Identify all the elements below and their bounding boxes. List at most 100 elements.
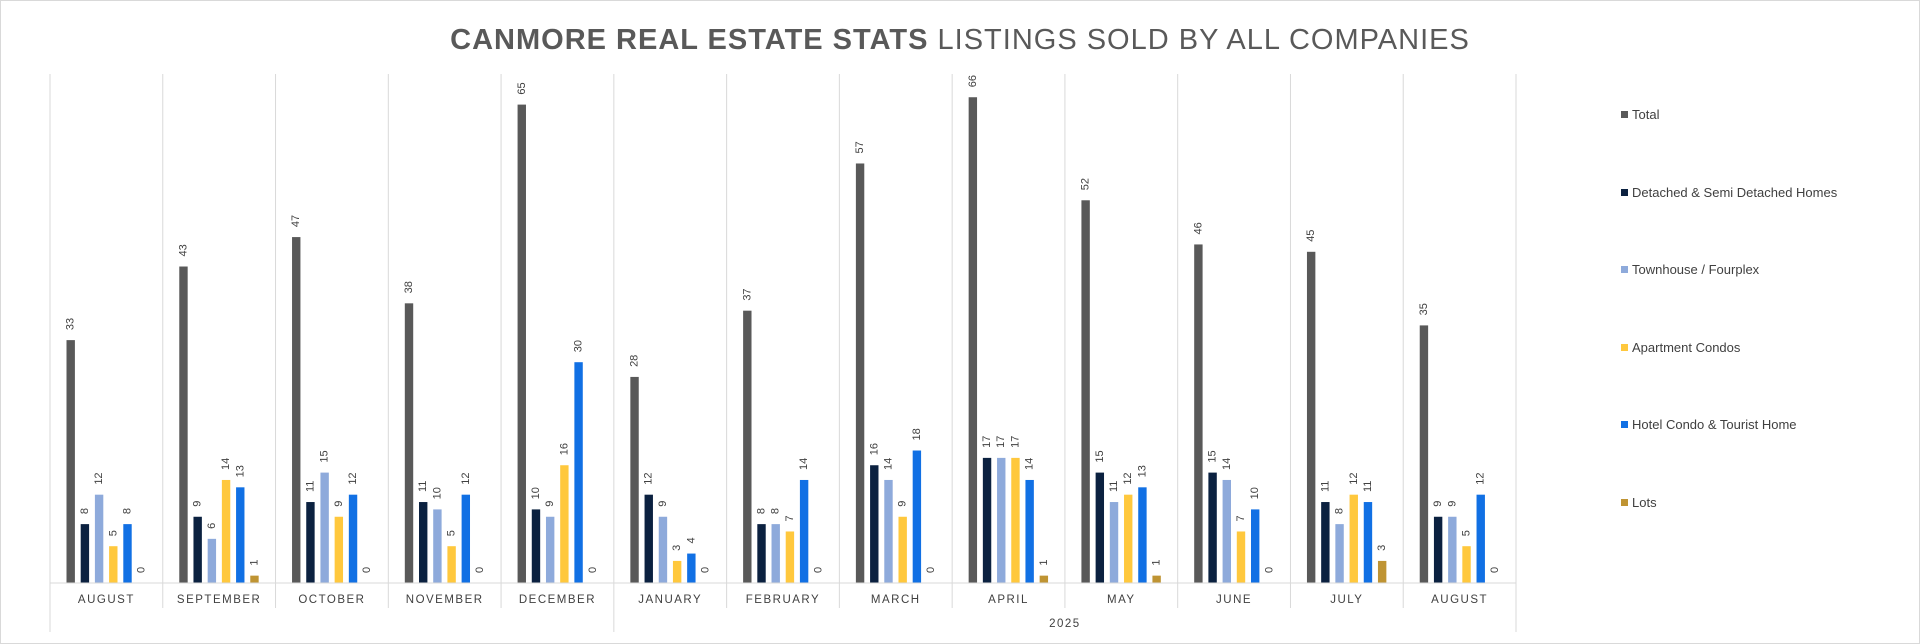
x-tick-label: MAY xyxy=(1107,594,1136,606)
bar xyxy=(221,479,231,583)
bar xyxy=(348,494,358,583)
data-label: 18 xyxy=(911,428,923,440)
data-label: 0 xyxy=(474,567,486,573)
data-label: 0 xyxy=(1263,567,1275,573)
bar xyxy=(1025,479,1034,583)
data-label: 11 xyxy=(1362,481,1374,492)
x-tick-label: AUGUST xyxy=(78,594,135,606)
data-label: 1 xyxy=(248,560,260,566)
bar xyxy=(1138,487,1147,583)
bar xyxy=(870,465,879,583)
legend-label: Apartment Condos xyxy=(1632,339,1741,355)
data-label: 28 xyxy=(629,355,641,367)
legend-item: Total xyxy=(1621,106,1659,122)
data-label: 9 xyxy=(544,501,556,507)
bar xyxy=(80,524,90,583)
data-label: 17 xyxy=(1009,436,1021,448)
x-tick-label: MARCH xyxy=(871,594,921,606)
data-label: 11 xyxy=(304,481,316,492)
data-label: 0 xyxy=(812,567,824,573)
data-label: 43 xyxy=(177,244,189,256)
data-label: 9 xyxy=(1446,501,1458,507)
data-label: 9 xyxy=(1432,501,1444,507)
x-tick-label: FEBRUARY xyxy=(746,594,820,606)
x-tick-label: JUNE xyxy=(1216,594,1252,606)
data-label: 6 xyxy=(206,523,218,529)
data-label: 0 xyxy=(925,567,937,573)
data-label: 16 xyxy=(868,443,880,455)
data-label: 14 xyxy=(220,458,232,470)
bar xyxy=(109,546,118,583)
legend-swatch xyxy=(1621,188,1628,196)
data-label: 37 xyxy=(741,288,753,300)
bar xyxy=(179,266,188,583)
data-label: 9 xyxy=(333,501,345,507)
bar xyxy=(66,340,75,583)
data-label: 9 xyxy=(657,501,669,507)
bar xyxy=(1095,472,1105,583)
data-label: 12 xyxy=(460,472,472,484)
bar xyxy=(743,310,752,583)
data-label: 11 xyxy=(417,481,429,492)
legend-label: Lots xyxy=(1632,494,1657,510)
legend-swatch xyxy=(1621,343,1628,351)
bar xyxy=(644,494,653,583)
legend-label: Total xyxy=(1632,107,1660,123)
data-label: 8 xyxy=(1334,508,1346,514)
bar xyxy=(306,502,315,583)
data-label: 52 xyxy=(1080,178,1092,190)
data-label: 8 xyxy=(122,508,134,514)
bar xyxy=(1250,509,1260,583)
data-label: 0 xyxy=(700,567,712,573)
bar xyxy=(1152,575,1161,583)
data-label: 10 xyxy=(431,487,443,499)
bar xyxy=(757,524,766,583)
bar xyxy=(94,494,104,583)
x-tick-label: AUGUST xyxy=(1431,594,1488,606)
data-label: 12 xyxy=(643,472,655,484)
legend-swatch xyxy=(1621,421,1628,429)
bar xyxy=(1039,575,1049,583)
data-label: 9 xyxy=(192,501,204,507)
bar xyxy=(1208,472,1217,583)
bar xyxy=(1109,502,1119,583)
data-label: 10 xyxy=(1249,487,1261,499)
data-label: 15 xyxy=(1094,450,1106,462)
bar xyxy=(461,494,471,583)
data-label: 17 xyxy=(995,436,1007,448)
bar xyxy=(855,163,865,584)
data-label: 3 xyxy=(1376,545,1388,551)
legend-swatch xyxy=(1621,266,1628,274)
data-label: 45 xyxy=(1305,230,1317,242)
chart-title-bold: CANMORE REAL ESTATE STATS xyxy=(450,24,929,56)
bar xyxy=(687,553,696,583)
bar xyxy=(404,303,414,583)
legend-item: Detached & Semi Detached Homes xyxy=(1621,184,1837,200)
chart-title-rest: LISTINGS SOLD BY ALL COMPANIES xyxy=(937,24,1470,56)
data-label: 14 xyxy=(882,458,894,470)
data-label: 0 xyxy=(136,567,148,573)
bar xyxy=(433,509,442,583)
data-label: 8 xyxy=(79,508,91,514)
bar xyxy=(250,575,259,583)
data-label: 14 xyxy=(1024,458,1036,470)
bar xyxy=(334,516,344,583)
bar xyxy=(997,457,1006,583)
data-label: 14 xyxy=(1221,458,1233,470)
bar xyxy=(1433,516,1443,583)
data-label: 10 xyxy=(530,487,542,499)
bar xyxy=(630,376,639,583)
data-label: 0 xyxy=(1489,567,1501,573)
bar xyxy=(517,104,526,583)
bar xyxy=(884,479,893,583)
x-tick-label: APRIL xyxy=(988,594,1029,606)
bar xyxy=(193,516,202,583)
data-label: 15 xyxy=(319,450,331,462)
data-label: 57 xyxy=(854,141,866,153)
data-label: 5 xyxy=(1461,530,1473,536)
data-label: 1 xyxy=(1038,560,1050,566)
bar xyxy=(912,450,922,583)
data-label: 33 xyxy=(65,318,77,330)
data-label: 12 xyxy=(1475,472,1487,484)
